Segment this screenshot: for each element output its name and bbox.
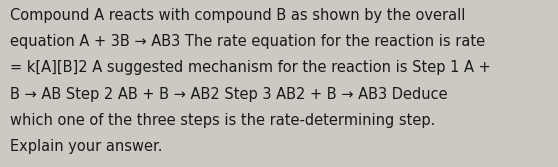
- Text: Explain your answer.: Explain your answer.: [10, 139, 162, 154]
- Text: Compound A reacts with compound B as shown by the overall: Compound A reacts with compound B as sho…: [10, 8, 465, 23]
- Text: B → AB Step 2 AB + B → AB2 Step 3 AB2 + B → AB3 Deduce: B → AB Step 2 AB + B → AB2 Step 3 AB2 + …: [10, 87, 448, 102]
- Text: equation A + 3B → AB3 The rate equation for the reaction is rate: equation A + 3B → AB3 The rate equation …: [10, 34, 485, 49]
- Text: = k[A][B]2 A suggested mechanism for the reaction is Step 1 A +: = k[A][B]2 A suggested mechanism for the…: [10, 60, 491, 75]
- Text: which one of the three steps is the rate-determining step.: which one of the three steps is the rate…: [10, 113, 435, 128]
